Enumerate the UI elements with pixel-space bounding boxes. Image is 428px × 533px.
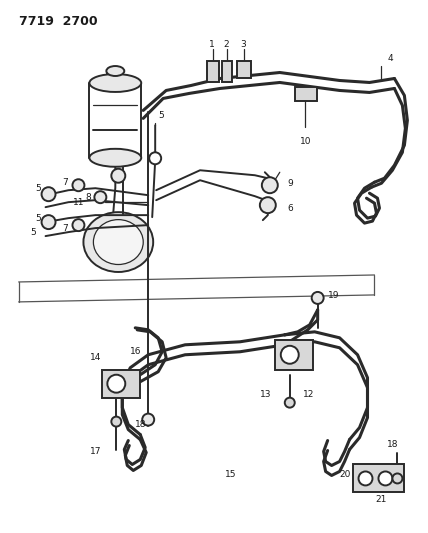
Circle shape bbox=[149, 152, 161, 164]
Text: 5: 5 bbox=[158, 111, 164, 120]
Bar bbox=[222, 61, 232, 83]
Text: 6: 6 bbox=[288, 204, 294, 213]
Circle shape bbox=[72, 219, 84, 231]
Text: 17: 17 bbox=[90, 447, 102, 456]
Circle shape bbox=[312, 292, 324, 304]
Text: 18: 18 bbox=[135, 420, 147, 429]
Text: 11: 11 bbox=[72, 198, 84, 207]
Circle shape bbox=[285, 398, 295, 408]
Circle shape bbox=[260, 197, 276, 213]
Text: 9: 9 bbox=[288, 179, 294, 188]
Text: 16: 16 bbox=[130, 348, 142, 356]
Ellipse shape bbox=[83, 212, 153, 272]
Text: 5: 5 bbox=[30, 228, 36, 237]
Bar bbox=[237, 61, 251, 78]
Ellipse shape bbox=[89, 74, 141, 92]
Text: 15: 15 bbox=[225, 470, 236, 479]
Circle shape bbox=[378, 472, 392, 486]
Text: 4: 4 bbox=[387, 54, 393, 63]
Circle shape bbox=[359, 472, 372, 486]
Circle shape bbox=[107, 375, 125, 393]
Ellipse shape bbox=[89, 149, 141, 167]
Text: 1: 1 bbox=[209, 40, 215, 49]
Text: 7: 7 bbox=[62, 177, 68, 187]
Text: 8: 8 bbox=[86, 193, 91, 201]
Ellipse shape bbox=[106, 66, 124, 76]
Text: 7719  2700: 7719 2700 bbox=[19, 15, 97, 28]
Circle shape bbox=[72, 179, 84, 191]
Circle shape bbox=[392, 473, 402, 483]
Text: 12: 12 bbox=[303, 390, 314, 399]
Text: 5: 5 bbox=[36, 214, 42, 223]
Text: 13: 13 bbox=[260, 390, 271, 399]
Text: 18: 18 bbox=[387, 440, 399, 449]
Text: 20: 20 bbox=[339, 470, 351, 479]
Text: 5: 5 bbox=[36, 184, 42, 193]
Text: 14: 14 bbox=[90, 353, 102, 362]
Bar bbox=[353, 464, 404, 492]
Bar bbox=[275, 340, 313, 370]
Circle shape bbox=[111, 417, 121, 426]
Bar bbox=[207, 61, 219, 83]
Text: 21: 21 bbox=[375, 495, 387, 504]
Bar bbox=[102, 370, 140, 398]
Circle shape bbox=[262, 177, 278, 193]
Circle shape bbox=[142, 414, 154, 425]
Circle shape bbox=[42, 187, 56, 201]
Text: 7: 7 bbox=[62, 224, 68, 232]
Circle shape bbox=[281, 346, 299, 364]
Bar bbox=[295, 87, 317, 101]
Circle shape bbox=[42, 215, 56, 229]
Text: 19: 19 bbox=[327, 292, 339, 301]
Ellipse shape bbox=[93, 220, 143, 264]
Circle shape bbox=[95, 191, 106, 203]
Text: 3: 3 bbox=[240, 40, 246, 49]
Text: 10: 10 bbox=[300, 137, 311, 146]
Circle shape bbox=[111, 169, 125, 183]
Text: 2: 2 bbox=[223, 40, 229, 49]
